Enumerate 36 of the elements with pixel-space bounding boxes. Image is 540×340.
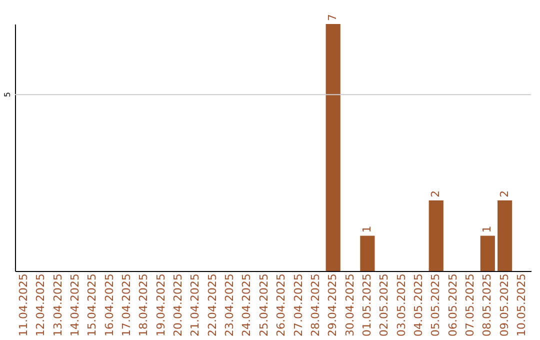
x-tick-label: 16.04.2025 — [102, 274, 116, 336]
x-tick-label: 20.04.2025 — [172, 274, 185, 336]
ref-line-label: 5 — [3, 92, 12, 98]
x-tick-label: 08.05.2025 — [480, 274, 494, 336]
data-label: 1 — [360, 226, 374, 233]
x-tick-label: 01.05.2025 — [360, 274, 374, 336]
x-tick-label: 19.04.2025 — [154, 274, 168, 336]
x-tick-label: 15.04.2025 — [86, 274, 99, 336]
x-tick-label: 05.05.2025 — [429, 274, 442, 336]
x-tick-label: 14.04.2025 — [68, 274, 82, 336]
data-label: 7 — [326, 14, 340, 21]
x-tick-label: 24.04.2025 — [240, 274, 254, 336]
x-tick-label: 28.04.2025 — [308, 274, 322, 336]
x-tick-label: 13.04.2025 — [51, 274, 64, 336]
x-tick-label: 22.04.2025 — [206, 274, 219, 336]
x-tick-label: 25.04.2025 — [257, 274, 270, 336]
x-tick-label: 29.04.2025 — [326, 274, 340, 336]
x-tick-label: 27.04.2025 — [292, 274, 305, 336]
x-tick-label: 02.05.2025 — [378, 274, 391, 336]
x-tick-label: 06.05.2025 — [446, 274, 460, 336]
x-tick-label: 11.04.2025 — [17, 274, 30, 336]
x-tick-label: 09.05.2025 — [498, 274, 511, 336]
x-tick-label: 26.04.2025 — [274, 274, 288, 336]
x-tick-label: 07.05.2025 — [463, 274, 476, 336]
x-tick-label: 12.04.2025 — [34, 274, 48, 336]
x-tick-label: 23.04.2025 — [223, 274, 236, 336]
x-tick-label: 17.04.2025 — [120, 274, 134, 336]
data-label: 2 — [429, 190, 442, 198]
x-tick-label: 10.05.2025 — [514, 274, 528, 336]
x-tick-label: 18.04.2025 — [137, 274, 150, 336]
x-tick-label: 04.05.2025 — [412, 274, 425, 336]
x-tick-label: 03.05.2025 — [394, 274, 408, 336]
data-label: 1 — [480, 226, 494, 233]
data-label: 2 — [498, 190, 511, 198]
x-tick-label: 21.04.2025 — [188, 274, 202, 336]
x-tick-label: 30.04.2025 — [343, 274, 356, 336]
